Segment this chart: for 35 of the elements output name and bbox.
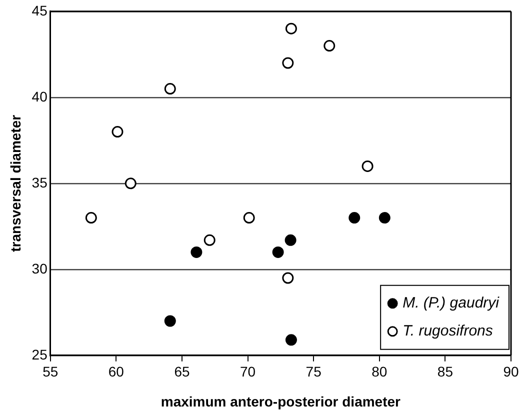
- point: [348, 212, 360, 224]
- point: [190, 246, 202, 258]
- point: [204, 234, 216, 246]
- point: [164, 315, 176, 327]
- x-tick-label: 80: [372, 364, 388, 380]
- point: [285, 22, 297, 34]
- point: [378, 212, 390, 224]
- point: [243, 212, 255, 224]
- legend-label: T. rugosifrons: [402, 322, 494, 340]
- point: [112, 126, 124, 138]
- x-tick-label: 65: [174, 364, 190, 380]
- point: [164, 83, 176, 95]
- y-tick-label: 30: [32, 260, 48, 276]
- y-tick-label: 45: [32, 2, 48, 18]
- point: [124, 178, 136, 190]
- point: [284, 234, 296, 246]
- x-tick-label: 60: [108, 364, 124, 380]
- point: [282, 272, 294, 284]
- x-tick-label: 75: [306, 364, 322, 380]
- point: [282, 57, 294, 69]
- point: [272, 246, 284, 258]
- point: [362, 160, 374, 172]
- x-tick-label: 70: [240, 364, 256, 380]
- legend-label: M. (P.) gaudryi: [402, 294, 500, 312]
- x-axis-title: maximum antero-posterior diameter: [160, 393, 402, 410]
- y-tick-label: 35: [32, 174, 48, 190]
- point: [85, 212, 97, 224]
- x-tick-label: 85: [437, 364, 454, 380]
- y-tick-label: 40: [32, 88, 48, 104]
- x-tick-label: 90: [503, 364, 519, 380]
- y-axis-title: transversal diameter: [7, 114, 24, 252]
- point: [285, 334, 297, 346]
- point: [324, 40, 336, 52]
- x-tick-label: 55: [42, 364, 58, 380]
- y-tick-label: 25: [32, 346, 48, 362]
